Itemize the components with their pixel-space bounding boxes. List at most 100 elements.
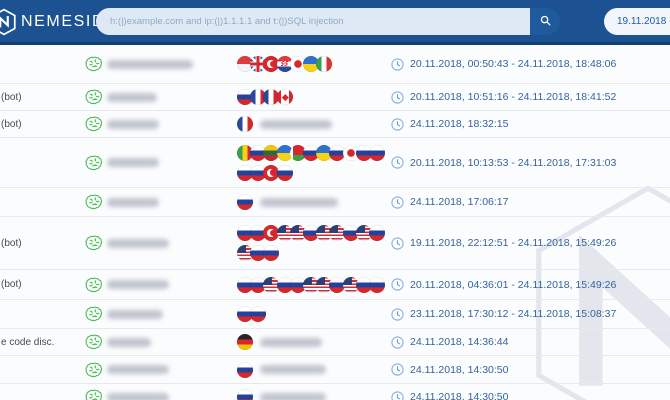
attack-time: 24.11.2018, 14:36:44 xyxy=(389,335,670,349)
flag-icon-united-states xyxy=(303,276,320,293)
flag-icon-russia xyxy=(237,89,253,105)
attack-type-label: e code disc. xyxy=(1,336,55,348)
attack-row[interactable]: 24.11.2018, 17:06:17 xyxy=(0,187,670,216)
flag-icon-russia xyxy=(237,361,253,378)
flag-icon-france xyxy=(250,89,267,105)
flag-icon-united-states xyxy=(342,276,359,293)
flag-icon-croatia xyxy=(276,56,293,72)
ai-brain-icon xyxy=(85,362,107,378)
redacted-text xyxy=(107,238,169,248)
ai-brain-icon xyxy=(85,89,107,105)
clock-icon xyxy=(391,307,404,321)
redacted-text xyxy=(260,337,323,347)
flag-icon-ukraine xyxy=(303,56,320,72)
redacted-text xyxy=(260,392,327,400)
country-flags xyxy=(237,194,389,210)
country-flags xyxy=(237,116,389,132)
flag-icon-united-states xyxy=(263,276,280,293)
app-logo[interactable]: NEMESIDA xyxy=(0,8,117,36)
attack-datetime: 24.11.2018, 14:36:44 xyxy=(410,336,509,348)
clock-icon xyxy=(391,195,404,209)
country-flags xyxy=(237,306,389,322)
redacted-attack-name xyxy=(107,280,237,289)
flag-icon-russia xyxy=(263,245,280,261)
country-flags xyxy=(237,276,389,293)
redacted-text xyxy=(107,92,157,102)
flag-icon-russia xyxy=(250,306,267,322)
redacted-attack-name xyxy=(107,59,237,69)
flag-icon-canada xyxy=(276,89,293,105)
attack-time: 20.11.2018, 04:36:01 - 24.11.2018, 15:49… xyxy=(389,278,670,291)
flag-icon-russia xyxy=(369,276,386,293)
attack-row[interactable]: (bot) 19.11.2018, 22:12:51 - 24.11.2018,… xyxy=(0,216,670,269)
clock-icon xyxy=(391,90,404,104)
attack-row[interactable]: (bot) 24.11.2018, 18:32:15 xyxy=(0,110,670,137)
flag-icon-russia xyxy=(237,225,253,241)
country-flags xyxy=(237,225,389,261)
country-flags xyxy=(237,56,389,72)
top-bar: NEMESIDA 19.11.2018 - 24.11.2018 xyxy=(0,0,670,45)
redacted-text xyxy=(260,119,333,129)
flag-icon-lithuania xyxy=(263,144,280,161)
redacted-text xyxy=(107,337,151,347)
flag-icon-united-states xyxy=(329,225,346,241)
attack-time: 24.11.2018, 14:30:50 xyxy=(389,390,670,400)
attack-row[interactable]: 20.11.2018, 10:13:53 - 24.11.2018, 17:31… xyxy=(0,137,670,187)
app-logo-text: NEMESIDA xyxy=(21,13,118,30)
redacted-text xyxy=(260,365,327,374)
date-range-picker[interactable]: 19.11.2018 - 24.11.2018 xyxy=(604,8,670,35)
attack-row[interactable]: e code disc. 24.11.2018, 14:36:44 xyxy=(0,328,670,355)
redacted-text xyxy=(107,158,159,167)
attack-datetime: 20.11.2018, 00:50:43 - 24.11.2018, 18:48… xyxy=(410,58,617,70)
country-flags xyxy=(237,144,389,181)
attack-row[interactable]: 20.11.2018, 00:50:43 - 24.11.2018, 18:48… xyxy=(0,45,670,83)
flag-icon-united-states xyxy=(289,225,306,241)
redacted-text xyxy=(260,197,339,207)
flag-icon-germany xyxy=(237,334,253,350)
redacted-attack-name xyxy=(107,119,237,129)
clock-icon xyxy=(391,335,404,349)
attack-datetime: 20.11.2018, 10:51:16 - 24.11.2018, 18:41… xyxy=(410,91,617,103)
redacted-attack-name xyxy=(107,197,237,207)
attack-datetime: 20.11.2018, 10:13:53 - 24.11.2018, 17:31… xyxy=(410,156,617,169)
attack-datetime: 24.11.2018, 17:06:17 xyxy=(410,196,509,208)
clock-icon xyxy=(391,390,404,400)
attack-datetime: 19.11.2018, 22:12:51 - 24.11.2018, 15:49… xyxy=(410,237,617,249)
redacted-text xyxy=(107,119,159,129)
search-button[interactable] xyxy=(530,8,560,35)
flag-icon-russia xyxy=(369,225,386,241)
ai-brain-icon xyxy=(85,194,107,210)
flag-icon-united-kingdom xyxy=(250,56,267,72)
flag-icon-russia xyxy=(250,276,267,293)
attack-row[interactable]: 24.11.2018, 14:30:50 xyxy=(0,355,670,383)
events-table: 20.11.2018, 00:50:43 - 24.11.2018, 18:48… xyxy=(0,45,670,400)
redacted-attack-name xyxy=(107,158,237,167)
attack-datetime: 24.11.2018, 18:32:15 xyxy=(410,118,509,130)
attack-time: 24.11.2018, 18:32:15 xyxy=(389,117,670,131)
attack-row[interactable]: (bot) 20.11.2018, 04:36:01 - 24.11.2018,… xyxy=(0,269,670,299)
attack-datetime: 20.11.2018, 04:36:01 - 24.11.2018, 15:49… xyxy=(410,278,617,291)
ai-brain-icon xyxy=(85,334,107,350)
attack-datetime: 24.11.2018, 14:30:50 xyxy=(410,391,509,400)
search-bar xyxy=(96,8,560,35)
flag-icon-turkey xyxy=(263,164,280,181)
search-input[interactable] xyxy=(96,8,530,35)
country-flags xyxy=(237,361,389,378)
attack-row[interactable]: 24.11.2018, 14:30:50 xyxy=(0,383,670,400)
flag-icon-russia xyxy=(329,144,346,161)
flag-icon-russia xyxy=(250,225,267,241)
attack-time: 20.11.2018, 10:13:53 - 24.11.2018, 17:31… xyxy=(389,156,670,169)
ai-brain-icon xyxy=(85,389,107,400)
attack-time: 20.11.2018, 00:50:43 - 24.11.2018, 18:48… xyxy=(389,57,670,71)
attack-row[interactable]: 23.11.2018, 17:30:12 - 24.11.2018, 15:08… xyxy=(0,299,670,328)
flag-icon-russia xyxy=(237,306,253,322)
flag-icon-france xyxy=(237,116,253,132)
attack-time: 23.11.2018, 17:30:12 - 24.11.2018, 15:08… xyxy=(389,307,670,321)
clock-icon xyxy=(391,156,404,169)
flag-icon-russia xyxy=(342,225,359,241)
flag-icon-russia xyxy=(355,276,372,293)
country-flags xyxy=(237,334,389,350)
flag-icon-russia xyxy=(369,144,386,161)
attack-row[interactable]: (bot) 20.11.2018, 10:51:16 - 24.11.2018,… xyxy=(0,83,670,110)
